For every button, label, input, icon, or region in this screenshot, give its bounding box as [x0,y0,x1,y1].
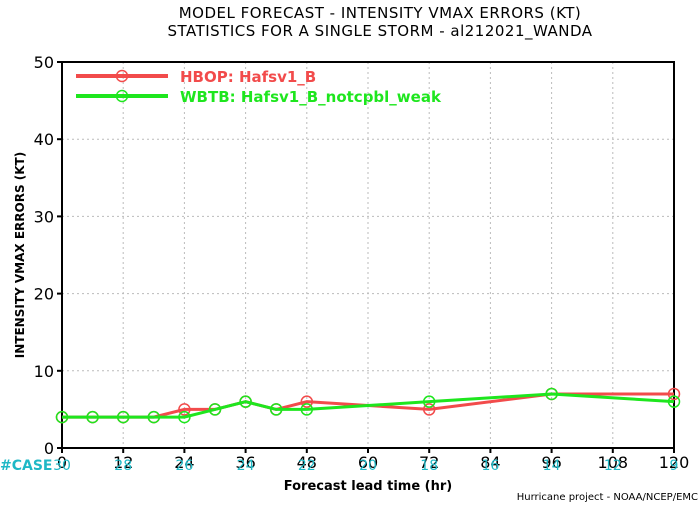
y-tick-label: 10 [34,362,54,381]
plot-frame [61,61,675,449]
y-tick-label: 20 [34,285,54,304]
data-point [178,403,191,416]
data-point [667,395,681,408]
chart-title-line2: STATISTICS FOR A SINGLE STORM - al212021… [167,22,592,41]
data-point [239,395,252,408]
x-tick-label: 84 [480,453,500,472]
case-count: 12 [604,458,622,474]
data-point [208,403,222,416]
case-count: 24 [237,458,255,474]
credit-text: Hurricane project - NOAA/NCEP/EMC [517,492,698,503]
case-count: 9 [670,458,679,474]
x-axis-label: Forecast lead time (hr) [284,479,452,494]
legend-marker [115,89,129,103]
x-tick-label: 60 [358,453,378,472]
legend-marker [115,69,129,83]
data-point [667,387,681,401]
case-count: 16 [481,458,499,474]
data-point [147,410,161,424]
x-tick-label: 108 [598,453,629,472]
x-tick-label: 24 [174,453,194,472]
data-point [116,410,130,424]
x-tick-label: 48 [297,453,317,472]
data-point [545,387,558,401]
legend-label: HBOP: Hafsv1_B [180,68,316,86]
x-tick-label: 0 [57,453,67,472]
y-tick-label: 40 [34,130,54,149]
data-point [178,410,191,424]
y-axis-ticks: 0 10 20 30 40 50 [34,53,62,458]
y-axis-label: INTENSITY VMAX ERRORS (KT) [13,152,27,358]
data-point [422,403,436,416]
chart-title-line1: MODEL FORECAST - INTENSITY VMAX ERRORS (… [179,4,582,22]
x-tick-label: 72 [419,453,439,472]
case-count: 30 [53,458,71,474]
data-point [269,403,283,416]
series-group [55,387,681,424]
x-tick-label: 96 [541,453,561,472]
legend-label: WBTB: Hafsv1_B_notcpbl_weak [180,88,442,106]
case-label: #CASE [0,458,53,474]
case-count: 20 [359,458,377,474]
data-point [300,395,314,408]
x-tick-label: 36 [235,453,255,472]
case-count: 26 [175,458,193,474]
y-tick-label: 30 [34,207,54,226]
case-counts: 30 28 26 24 22 20 18 16 14 12 9 [53,458,678,474]
case-count: 18 [420,458,438,474]
data-point [422,395,436,408]
case-count: 14 [543,458,561,474]
case-count: 28 [114,458,132,474]
x-tick-label: 12 [113,453,133,472]
legend: HBOP: Hafsv1_B WBTB: Hafsv1_B_notcpbl_wea… [76,68,442,106]
y-tick-label: 50 [34,53,54,72]
x-tick-label: 120 [659,453,690,472]
data-point [55,410,69,424]
data-point [300,403,314,416]
y-tick-label: 0 [44,439,54,458]
case-count: 22 [298,458,316,474]
x-axis-ticks: 0 12 24 36 48 60 72 84 96 108 120 [57,448,689,472]
data-point [86,410,99,424]
grid-lines [62,62,674,448]
